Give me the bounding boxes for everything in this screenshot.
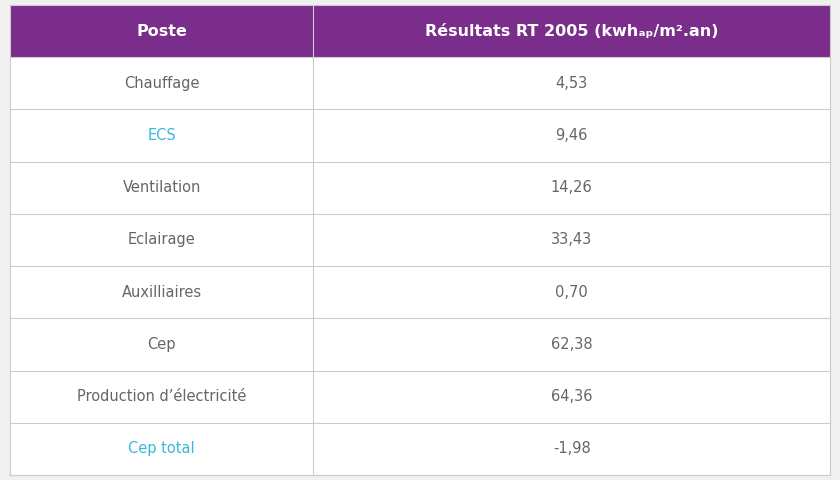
Bar [10, 161, 830, 214]
Text: 33,43: 33,43 [551, 232, 592, 247]
Bar [10, 371, 830, 423]
Text: 0,70: 0,70 [555, 285, 588, 300]
Text: Résultats RT 2005 (kwhₐₚ/m².an): Résultats RT 2005 (kwhₐₚ/m².an) [425, 24, 718, 38]
Bar [10, 57, 830, 109]
Bar [10, 109, 830, 161]
Text: -1,98: -1,98 [553, 442, 591, 456]
Text: Chauffage: Chauffage [124, 76, 199, 91]
Text: Poste: Poste [136, 24, 187, 38]
Text: Cep total: Cep total [129, 442, 195, 456]
Text: Eclairage: Eclairage [128, 232, 196, 247]
Text: Cep: Cep [148, 337, 176, 352]
Bar [10, 5, 830, 57]
Text: 62,38: 62,38 [551, 337, 592, 352]
Bar [10, 318, 830, 371]
Bar [10, 214, 830, 266]
Text: Ventilation: Ventilation [123, 180, 201, 195]
Text: 14,26: 14,26 [551, 180, 592, 195]
Text: 4,53: 4,53 [555, 76, 588, 91]
Text: Auxilliaires: Auxilliaires [122, 285, 202, 300]
Text: 9,46: 9,46 [555, 128, 588, 143]
Bar [10, 266, 830, 318]
Text: ECS: ECS [147, 128, 176, 143]
Text: Production d’électricité: Production d’électricité [77, 389, 246, 404]
Bar [10, 423, 830, 475]
Text: 64,36: 64,36 [551, 389, 592, 404]
